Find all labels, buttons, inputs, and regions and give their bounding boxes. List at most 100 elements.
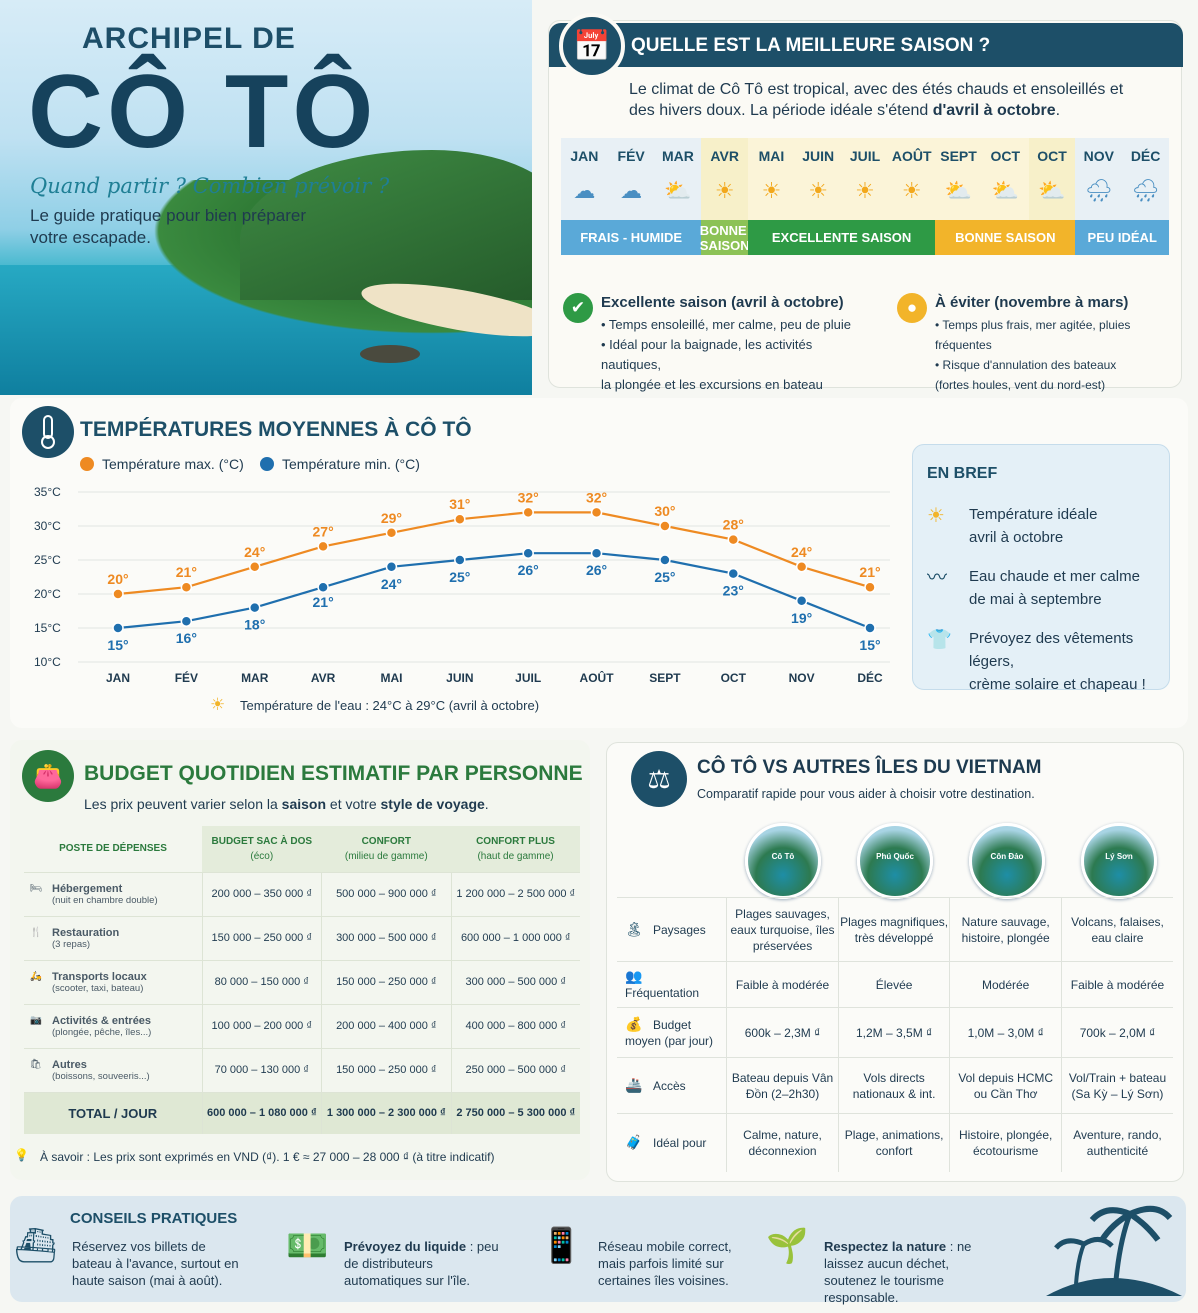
data-label: 25° [449,569,470,585]
summary-item: 〰 Eau chaude et mer calme de mai à septemb… [927,567,1140,608]
data-point [659,520,671,532]
comparison-cell: Bateau depuis Vân Đồn (2–2h30) [726,1057,839,1114]
expense-icon: 🍴 [30,926,42,938]
month-cell: DÉC 🌧 [1122,138,1169,220]
scale-icon: ⚖ [631,751,687,807]
month-cell: JUIL ☀ [841,138,889,220]
weather-icon: ⛅ [944,178,973,203]
x-tick-label: AOÛT [580,670,615,685]
tip-item: 💵 Prévoyez du liquide : peu de distribute… [286,1227,499,1288]
price-cell: 200 000 – 400 000 ₫ [321,1003,452,1048]
data-label: 24° [791,544,812,560]
x-tick-label: MAI [380,671,402,685]
expense-label: 🍴 Restauration (3 repas) [24,915,202,960]
weather-icon: ⛅ [1038,178,1066,203]
weather-icon: ☀ [901,178,922,203]
y-tick-label: 20°C [34,587,61,601]
month-grid: JAN ☁ FÉV ☁ MAR ⛅ AVR ☀ MAI ☀ JUIN ☀ JUIL ☀ AOÛT ☀ SEPT ⛅… [561,138,1169,256]
season-bar: PEU IDÉAL [1075,220,1169,255]
tshirt-icon: 👕 [927,629,952,651]
month-cell: NOV 🌧 [1075,138,1123,220]
comparison-cell: Plages magnifiques, très développé [837,897,950,962]
temperature-title: TEMPÉRATURES MOYENNES À CÔ TÔ [80,418,472,441]
tip-icon: 📱 [540,1227,583,1265]
tip-icon: 🌱 [766,1227,809,1265]
weather-icon: 🌧 [1084,178,1113,203]
month-label: MAI [758,148,785,164]
month-label: OCT [1037,148,1067,164]
month-cell: JUIN ☀ [794,138,842,220]
data-point [864,581,876,593]
check-icon: ✔ [563,293,593,323]
data-label: 20° [107,571,128,587]
data-label: 28° [723,517,744,533]
price-cell: 300 000 – 500 000 ₫ [450,959,580,1004]
total-cell: 1 300 000 – 2 300 000 ₫ [321,1091,452,1134]
comparison-cell: Nature sauvage, histoire, plongée [949,897,1062,962]
legend-min: Température min. (°C) [260,456,420,472]
tips-section: CONSEILS PRATIQUES ⛴ Réservez vos billets… [10,1196,1186,1305]
table-row: 📷 Activités & entrées (plongée, pêche, île… [24,1003,580,1048]
expense-icon: 📷 [30,1014,42,1026]
col-header-confort-plus: CONFORT PLUS (haut de gamme) [451,826,580,872]
month-cell: AVR ☀ [701,138,749,220]
total-cell: 2 750 000 – 5 300 000 ₫ [450,1091,580,1134]
season-title: QUELLE EST LA MEILLEURE SAISON ? [631,35,991,56]
price-cell: 70 000 – 130 000 ₫ [201,1047,322,1092]
comparison-cell: Vol depuis HCMC ou Cần Thơ [949,1057,1062,1114]
month-label: DÉC [1130,148,1161,164]
comparison-cell: Modérée [949,961,1062,1008]
series-line [117,552,871,630]
table-row: 🛏 Hébergement (nuit en chambre double) 200 … [24,871,580,916]
month-cell: OCT ⛅ [981,138,1029,220]
good-season-tip: ✔ Excellente saison (avril à octobre) • … [563,293,871,395]
budget-title: BUDGET QUOTIDIEN ESTIMATIF PAR PERSONNE [84,762,583,785]
weather-icon: 🌧 [1131,178,1160,203]
data-point [522,547,534,559]
tip-icon: ⛴ [14,1227,58,1265]
wallet-icon: 👛 [22,750,74,802]
summary-item: ☀ Température idéale avril à octobre [927,505,1098,546]
island-name: Cô Tô [771,852,795,861]
summary-box: EN BREF ☀ Température idéale avril à octob… [912,444,1170,693]
sun-icon: ☀ [210,695,226,714]
table-row: 🛍 Autres (boissons, souveeris...) 70 000 – … [24,1047,580,1092]
price-cell: 150 000 – 250 000 ₫ [201,915,322,960]
price-cell: 100 000 – 200 000 ₫ [201,1003,322,1048]
month-cell: FÉV ☁ [607,138,655,220]
temperature-section: TEMPÉRATURES MOYENNES À CÔ TÔ Températur… [10,398,1188,728]
table-row: 🚢 Accès Bateau depuis Vân Đồn (2–2h30) Vols… [617,1057,1173,1114]
palm-island-icon [1046,1205,1182,1296]
month-label: MAR [661,148,694,164]
season-bar: EXCELLENTE SAISON [748,220,936,255]
budget-note: 💡 À savoir : Les prix sont exprimés en VN… [14,1148,495,1164]
budget-section: 👛 BUDGET QUOTIDIEN ESTIMATIF PAR PERSONN… [10,740,590,1180]
comparison-cell: Plages sauvages, eaux turquoise, îles pr… [726,897,839,962]
data-point [112,588,124,600]
table-row: 🏝 Paysages Plages sauvages, eaux turquoise… [617,897,1173,962]
tip-item: 📱 Réseau mobile correct, mais parfois lim… [540,1227,732,1288]
comparison-title: CÔ TÔ VS AUTRES ÎLES DU VIETNAM [697,757,1042,778]
y-tick-label: 15°C [34,621,61,635]
comparison-cell: Élevée [837,961,950,1008]
comparison-table: 🏝 Paysages Plages sauvages, eaux turquoise… [617,897,1173,1172]
expense-icon: 🛍 [30,1058,43,1070]
hero-pretitle: ARCHIPEL DE [82,22,296,55]
season-bar: BONNE SAISON [700,220,750,255]
expense-label: 📷 Activités & entrées (plongée, pêche, île… [24,1003,202,1048]
month-label: FÉV [617,148,645,164]
data-label: 21° [176,564,197,580]
month-cell: MAR ⛅ [654,138,702,220]
col-header-confort: CONFORT (milieu de gamme) [321,826,452,872]
temperature-chart: 10°C 15°C 20°C 25°C 30°C 35°C JAN FÉV MAR AVR MAI J… [34,485,890,685]
price-cell: 150 000 – 250 000 ₫ [321,1047,452,1092]
criteria-icon: 💰 [625,1016,643,1032]
criteria-label: 👥Fréquentation [617,961,727,1008]
month-label: SEPT [940,148,977,164]
comparison-cell: Aventure, rando, authenticité [1060,1113,1173,1172]
data-label: 24° [381,576,402,592]
data-label: 25° [654,569,675,585]
total-label: TOTAL / JOUR [24,1091,202,1134]
sun-icon: ☀ [927,505,945,527]
summary-item: 👕 Prévoyez des vêtements légers, crème sol… [927,629,1146,693]
